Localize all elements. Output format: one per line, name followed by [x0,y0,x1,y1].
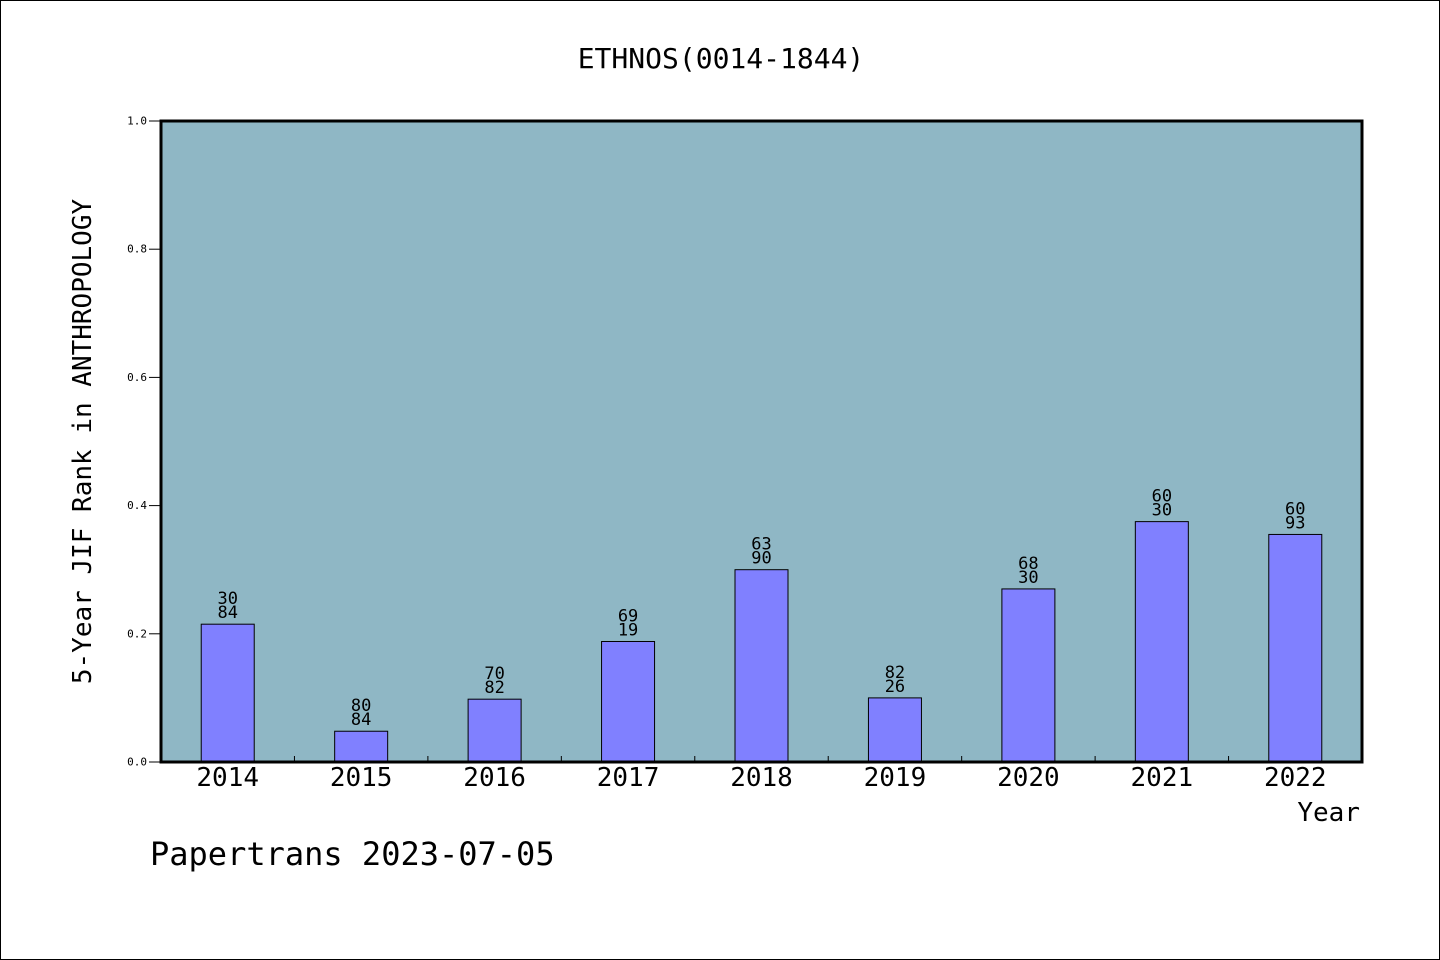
plot-border [159,119,1364,764]
bar-label-2014-line2: 84 [217,603,237,623]
bar-label-2017-line2: 19 [618,620,638,640]
bar-label-2018-line1: 63 [751,535,771,555]
bar-label-2016-line1: 70 [484,664,504,684]
bar-label-2022-line2: 93 [1285,513,1305,533]
x-tick-label-2014: 2014 [196,763,259,793]
bar-label-2021-line1: 60 [1152,487,1172,507]
y-tick-label-0.0: 0.0 [127,756,147,769]
bar-label-2017-line1: 69 [618,606,638,626]
y-tick-label-1.0: 1.0 [127,115,147,128]
y-tick-label-0.6: 0.6 [127,371,147,384]
bar-2021 [1134,521,1189,763]
y-tick-label-0.8: 0.8 [127,243,147,256]
bar-2017 [601,640,656,763]
bar-2022 [1268,533,1323,763]
bar-label-2015-line1: 80 [351,696,371,716]
bar-label-2022-line1: 60 [1285,499,1305,519]
y-axis-label: 5-Year JIF Rank in ANTHROPOLOGY [68,199,98,685]
x-tick-label-2016: 2016 [463,763,526,793]
bar-label-2016-line2: 82 [484,678,504,698]
bar-label-2019-line1: 82 [885,663,905,683]
x-tick-label-2015: 2015 [330,763,393,793]
footer-credit: Papertrans 2023-07-05 [150,835,555,873]
x-tick-label-2018: 2018 [730,763,793,793]
bar-label-2020-line1: 68 [1018,554,1038,574]
x-tick-label-2021: 2021 [1131,763,1194,793]
bar-2018 [734,569,789,763]
bar-2015 [334,730,389,763]
x-tick-label-2017: 2017 [597,763,660,793]
bar-2019 [867,697,922,763]
bar-label-2019-line2: 26 [885,677,905,697]
bar-2014 [200,623,255,763]
bar-2020 [1001,588,1056,763]
bar-2016 [467,698,522,763]
x-tick-label-2020: 2020 [997,763,1060,793]
x-tick-label-2022: 2022 [1264,763,1327,793]
y-tick-label-0.2: 0.2 [127,627,147,640]
bar-label-2021-line2: 30 [1152,501,1172,521]
bar-label-2015-line2: 84 [351,710,371,730]
bar-label-2018-line2: 90 [751,549,771,569]
bar-label-2020-line2: 30 [1018,568,1038,588]
y-tick-label-0.4: 0.4 [127,499,147,512]
x-axis-label: Year [1297,798,1360,828]
bar-label-2014-line1: 30 [217,589,237,609]
x-tick-label-2019: 2019 [864,763,927,793]
chart-title: ETHNOS(0014-1844) [578,42,865,75]
